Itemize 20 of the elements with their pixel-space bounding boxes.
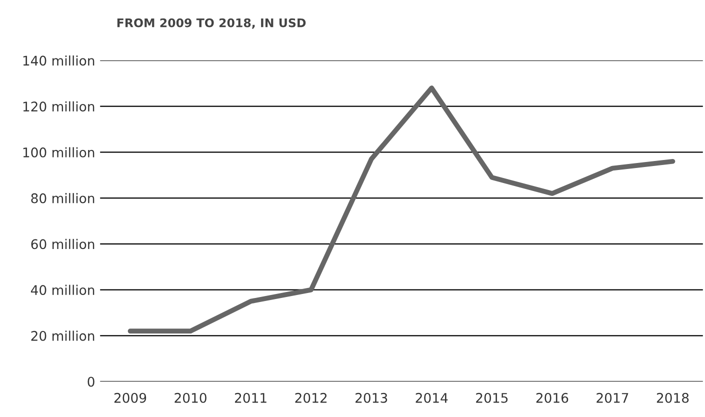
y-tick-label: 140 million xyxy=(23,55,94,66)
chart-title: FROM 2009 TO 2018, IN USD xyxy=(117,18,306,29)
y-tick-label: 0 xyxy=(88,376,94,387)
x-tick-label: 2015 xyxy=(476,392,508,403)
y-tick-label: 40 million xyxy=(30,284,94,296)
y-tick-label: 20 million xyxy=(31,330,94,341)
y-tick-label: 60 million xyxy=(31,238,94,250)
x-tick-label: 2010 xyxy=(174,392,206,403)
line-series xyxy=(128,86,676,334)
x-tick-label: 2014 xyxy=(416,392,448,403)
x-tick-label: 2017 xyxy=(596,392,628,403)
x-tick-label: 2018 xyxy=(656,392,689,403)
y-tick-label: 80 million xyxy=(31,193,94,204)
x-tick-label: 2016 xyxy=(536,392,568,403)
y-tick-label: 120 million xyxy=(23,101,94,112)
x-tick-label: 2009 xyxy=(114,392,146,403)
x-tick-label: 2011 xyxy=(234,392,266,403)
x-tick-label: 2013 xyxy=(356,392,388,403)
y-tick-label: 100 million xyxy=(23,147,94,158)
x-tick-label: 2012 xyxy=(295,392,327,403)
